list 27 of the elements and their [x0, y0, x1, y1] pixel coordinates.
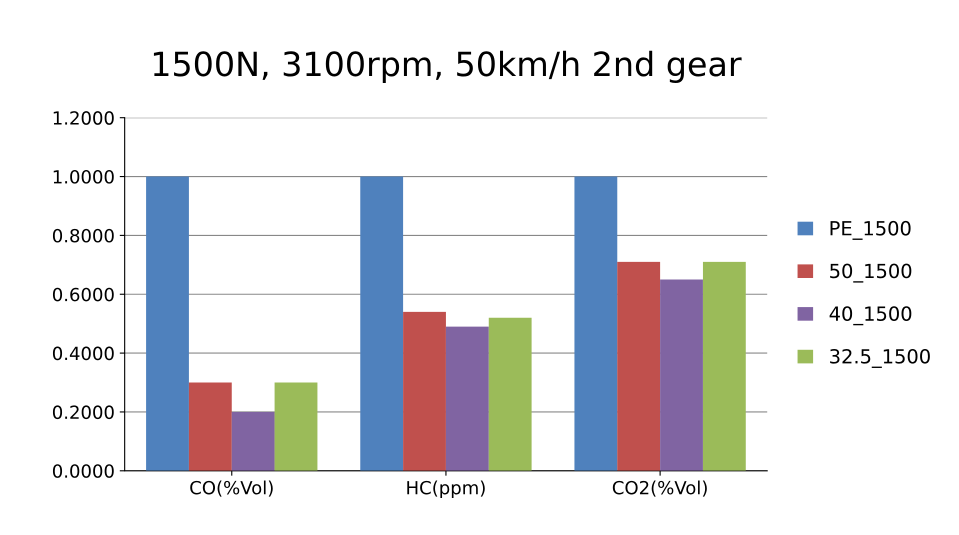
- y-tick-label: 0.6000: [52, 288, 114, 302]
- bar: [617, 262, 660, 471]
- x-tick-label: HC(ppm): [407, 480, 485, 498]
- bar: [146, 176, 189, 471]
- bar: [574, 176, 618, 471]
- chart-title: 1500N, 3100rpm, 50km/h 2nd gear: [154, 50, 742, 83]
- bar: [488, 318, 532, 471]
- bar: [702, 262, 746, 471]
- y-tick-label: 1.2000: [54, 111, 114, 125]
- bar: [188, 382, 232, 471]
- bar: [232, 412, 275, 471]
- y-tick-label: 0.8000: [52, 228, 114, 243]
- x-tick-label: CO2(%Vol): [612, 480, 707, 497]
- bar: [360, 176, 404, 471]
- legend-label: 32.5_1500: [830, 348, 930, 368]
- bar: [274, 382, 318, 471]
- legend-label: 50_1500: [830, 264, 912, 283]
- legend-label: 40_1500: [830, 306, 912, 326]
- y-tick-label: 0.4000: [52, 346, 114, 360]
- y-tick-label: 1.0000: [54, 170, 114, 184]
- y-tick-label: 0.2000: [52, 405, 114, 420]
- bar: [403, 312, 446, 471]
- y-tick-label: 0.0000: [52, 464, 114, 478]
- x-tick-label: CO(%Vol): [190, 480, 273, 497]
- bar: [660, 280, 703, 471]
- bar: [446, 326, 489, 471]
- legend-label: PE_1500: [830, 220, 911, 240]
